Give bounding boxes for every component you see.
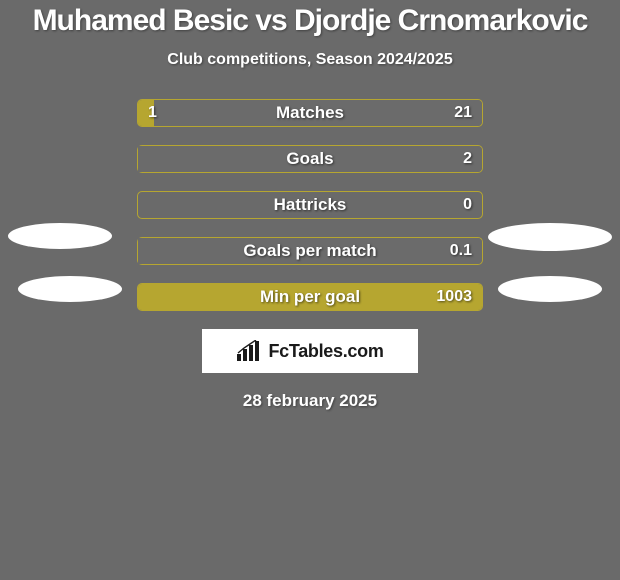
stat-value-right: 2 xyxy=(463,146,472,172)
stat-label: Goals per match xyxy=(138,238,482,264)
stats-area: Matches1 21 Goals2 Hattricks0 Goals per matc… xyxy=(0,99,620,411)
stat-label: Matches xyxy=(138,100,482,126)
stat-label: Min per goal xyxy=(138,284,482,310)
stat-value-right: 0 xyxy=(463,192,472,218)
avatar-left-1 xyxy=(8,223,112,249)
brand-box: FcTables.com xyxy=(202,329,418,373)
stat-row: Goals2 xyxy=(137,145,483,173)
stat-row: Goals per match0.1 xyxy=(137,237,483,265)
stat-value-right: 1003 xyxy=(436,284,472,310)
comparison-infographic: Muhamed Besic vs Djordje Crnomarkovic Cl… xyxy=(0,0,620,580)
page-title: Muhamed Besic vs Djordje Crnomarkovic xyxy=(0,0,620,37)
date-label: 28 february 2025 xyxy=(0,391,620,411)
avatar-right-1 xyxy=(488,223,612,251)
avatar-left-2 xyxy=(18,276,122,302)
chart-bars-icon xyxy=(236,340,262,362)
stat-value-left: 1 xyxy=(148,100,157,126)
subtitle: Club competitions, Season 2024/2025 xyxy=(0,51,620,69)
stat-row: Hattricks0 xyxy=(137,191,483,219)
stat-value-right: 0.1 xyxy=(450,238,472,264)
stat-row: Min per goal1003 xyxy=(137,283,483,311)
stat-label: Goals xyxy=(138,146,482,172)
brand-text: FcTables.com xyxy=(268,341,383,362)
stat-label: Hattricks xyxy=(138,192,482,218)
stat-value-right: 21 xyxy=(454,100,472,126)
stat-row: Matches1 21 xyxy=(137,99,483,127)
avatar-right-2 xyxy=(498,276,602,302)
